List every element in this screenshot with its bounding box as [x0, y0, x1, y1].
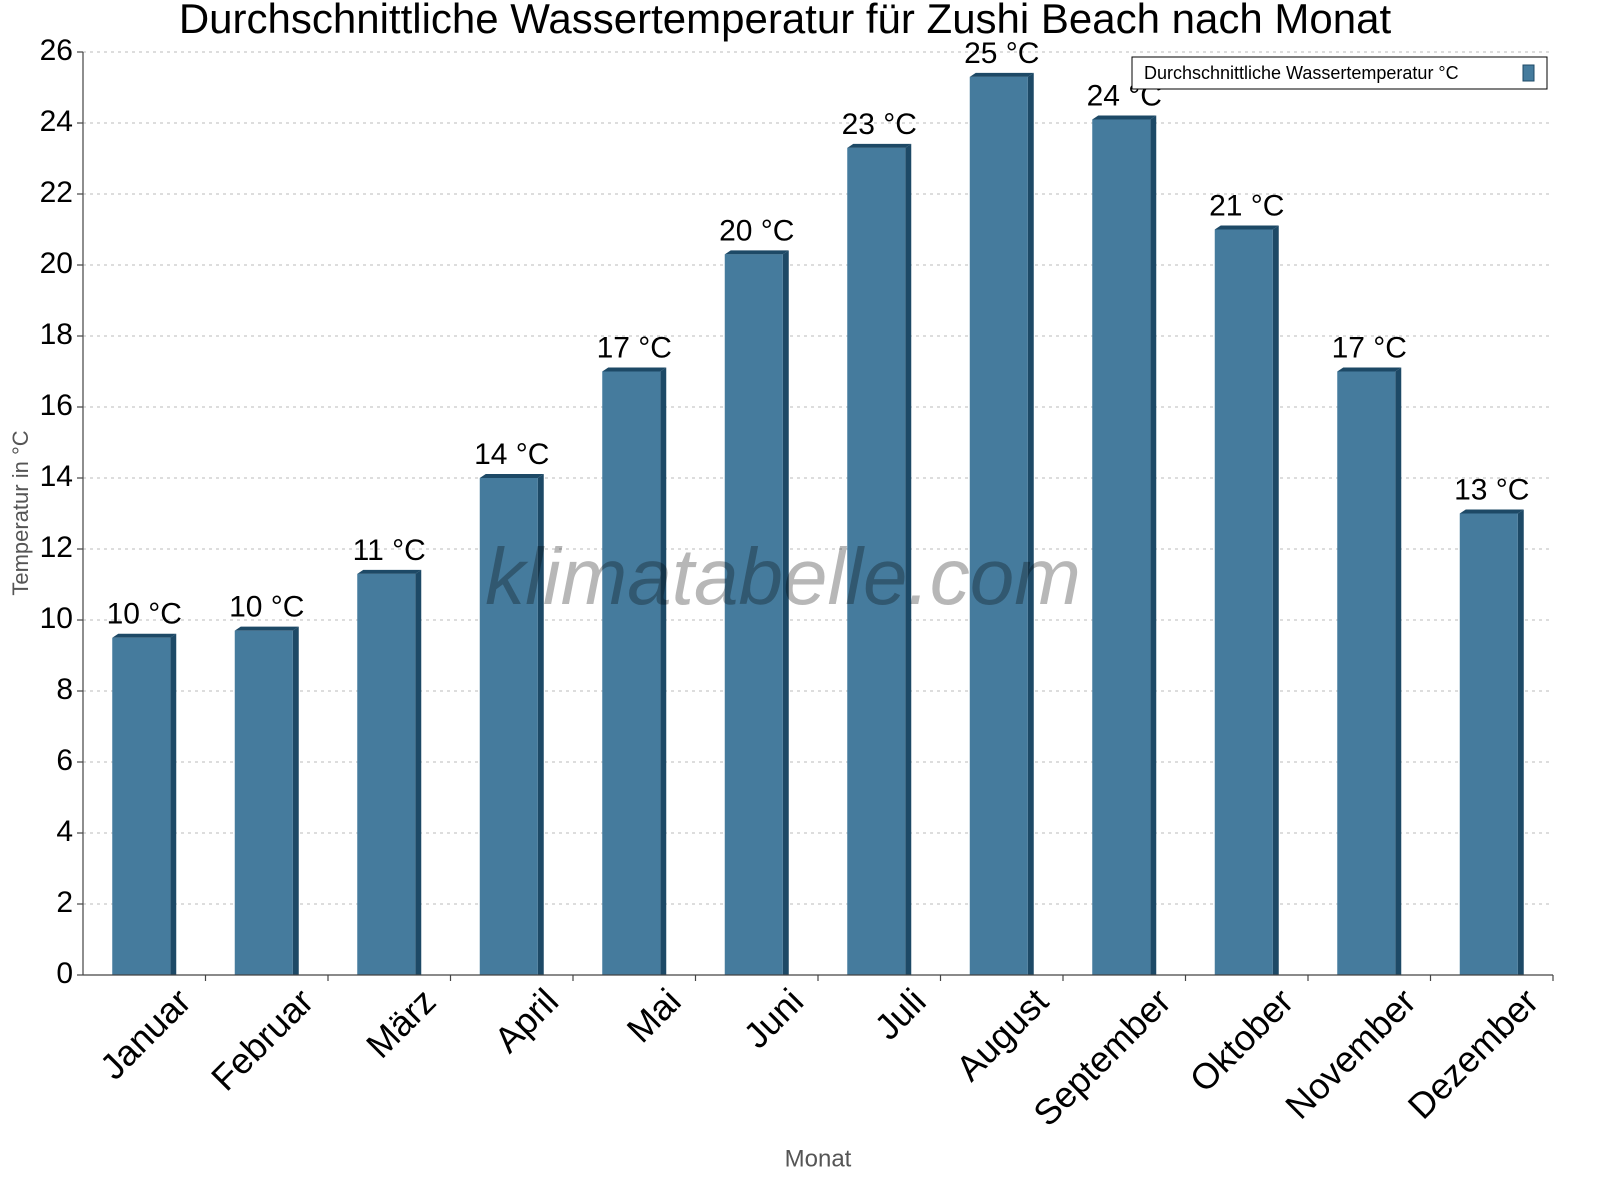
- x-tick-label: November: [1277, 980, 1423, 1126]
- bar-side: [1272, 225, 1279, 975]
- bar-side: [782, 250, 789, 976]
- bars: 10 °C 10 °C 11 °C 14 °C 17 °C 20 °C 23 °C 25 °C…: [107, 37, 1529, 976]
- x-tick-label: Dezember: [1400, 980, 1546, 1126]
- data-label: 23 °C: [842, 108, 917, 141]
- bar: [602, 371, 661, 975]
- y-tick-label: 22: [40, 176, 73, 209]
- x-tick-label: Juli: [866, 980, 933, 1047]
- y-tick-label: 10: [40, 602, 73, 635]
- data-label: 10 °C: [229, 591, 304, 624]
- legend-label: Durchschnittliche Wassertemperatur °C: [1144, 63, 1459, 83]
- bar: [479, 478, 538, 975]
- legend-swatch: [1522, 64, 1535, 82]
- legend: Durchschnittliche Wassertemperatur °C: [1131, 56, 1548, 90]
- watermark: klimatabelle.com: [485, 532, 1081, 621]
- x-tick-label: Mai: [619, 980, 689, 1050]
- bar-side: [1517, 509, 1524, 975]
- bar-top: [969, 72, 1034, 77]
- y-tick-label: 16: [40, 389, 73, 422]
- y-tick-label: 8: [56, 673, 73, 706]
- bar-side: [660, 367, 667, 975]
- bar: [357, 573, 416, 975]
- y-tick-label: 2: [56, 886, 73, 919]
- bar: [847, 147, 906, 976]
- x-tick-label: Februar: [203, 980, 321, 1098]
- x-tick-label: Juni: [735, 980, 811, 1056]
- bar-top: [357, 569, 422, 574]
- bar-top: [724, 250, 789, 255]
- bar: [1459, 513, 1518, 975]
- x-tick-label: Januar: [92, 980, 199, 1087]
- bar-side: [537, 474, 544, 975]
- bar-top: [1337, 367, 1402, 372]
- bar-side: [170, 633, 177, 975]
- bar-top: [479, 474, 544, 478]
- bar-side: [292, 626, 299, 975]
- bar: [1337, 371, 1396, 975]
- bar-top: [112, 633, 177, 638]
- bar-top: [847, 143, 912, 148]
- y-tick-label: 6: [56, 744, 73, 777]
- bar-top: [1459, 509, 1524, 514]
- x-tick-label: August: [948, 980, 1056, 1088]
- bar: [724, 254, 783, 976]
- x-tick-label: März: [358, 980, 444, 1066]
- bar-side: [1150, 115, 1157, 975]
- data-label: 17 °C: [1332, 331, 1407, 364]
- x-tick-label: Oktober: [1182, 980, 1302, 1100]
- bar-side: [415, 569, 422, 975]
- bar-top: [1092, 115, 1157, 120]
- grid: [83, 51, 1553, 976]
- data-label: 11 °C: [353, 534, 426, 567]
- bar: [1092, 119, 1151, 975]
- y-tick-label: 26: [40, 34, 73, 67]
- bar-top: [234, 626, 299, 631]
- data-label: 17 °C: [597, 331, 672, 364]
- bar: [234, 630, 293, 975]
- y-tick-label: 0: [56, 957, 73, 990]
- data-label: 20 °C: [719, 214, 794, 247]
- y-axis-label: Temperatur in °C: [8, 430, 33, 595]
- y-tick-label: 18: [40, 318, 73, 351]
- legend-box: [1131, 56, 1548, 90]
- data-label: 14 °C: [474, 438, 549, 471]
- x-axis-label: Monat: [785, 1145, 852, 1172]
- chart-title: Durchschnittliche Wassertemperatur für Z…: [179, 0, 1392, 42]
- bar-side: [1027, 72, 1034, 976]
- y-tick-label: 12: [40, 531, 73, 564]
- data-label: 25 °C: [964, 37, 1039, 70]
- bar-side: [1395, 367, 1402, 975]
- bar: [112, 637, 171, 975]
- bar: [969, 76, 1028, 976]
- x-tick-label: April: [486, 980, 566, 1060]
- y-tick-label: 24: [40, 105, 73, 138]
- y-tick-label: 20: [40, 247, 73, 280]
- bar: [1214, 229, 1273, 975]
- data-label: 10 °C: [107, 598, 182, 631]
- bar-side: [905, 143, 912, 976]
- y-tick-label: 14: [40, 460, 73, 493]
- bar-top: [1214, 225, 1279, 230]
- y-tick-label: 4: [56, 815, 73, 848]
- data-label: 13 °C: [1454, 473, 1529, 506]
- bar-top: [602, 367, 667, 372]
- data-label: 21 °C: [1209, 189, 1284, 222]
